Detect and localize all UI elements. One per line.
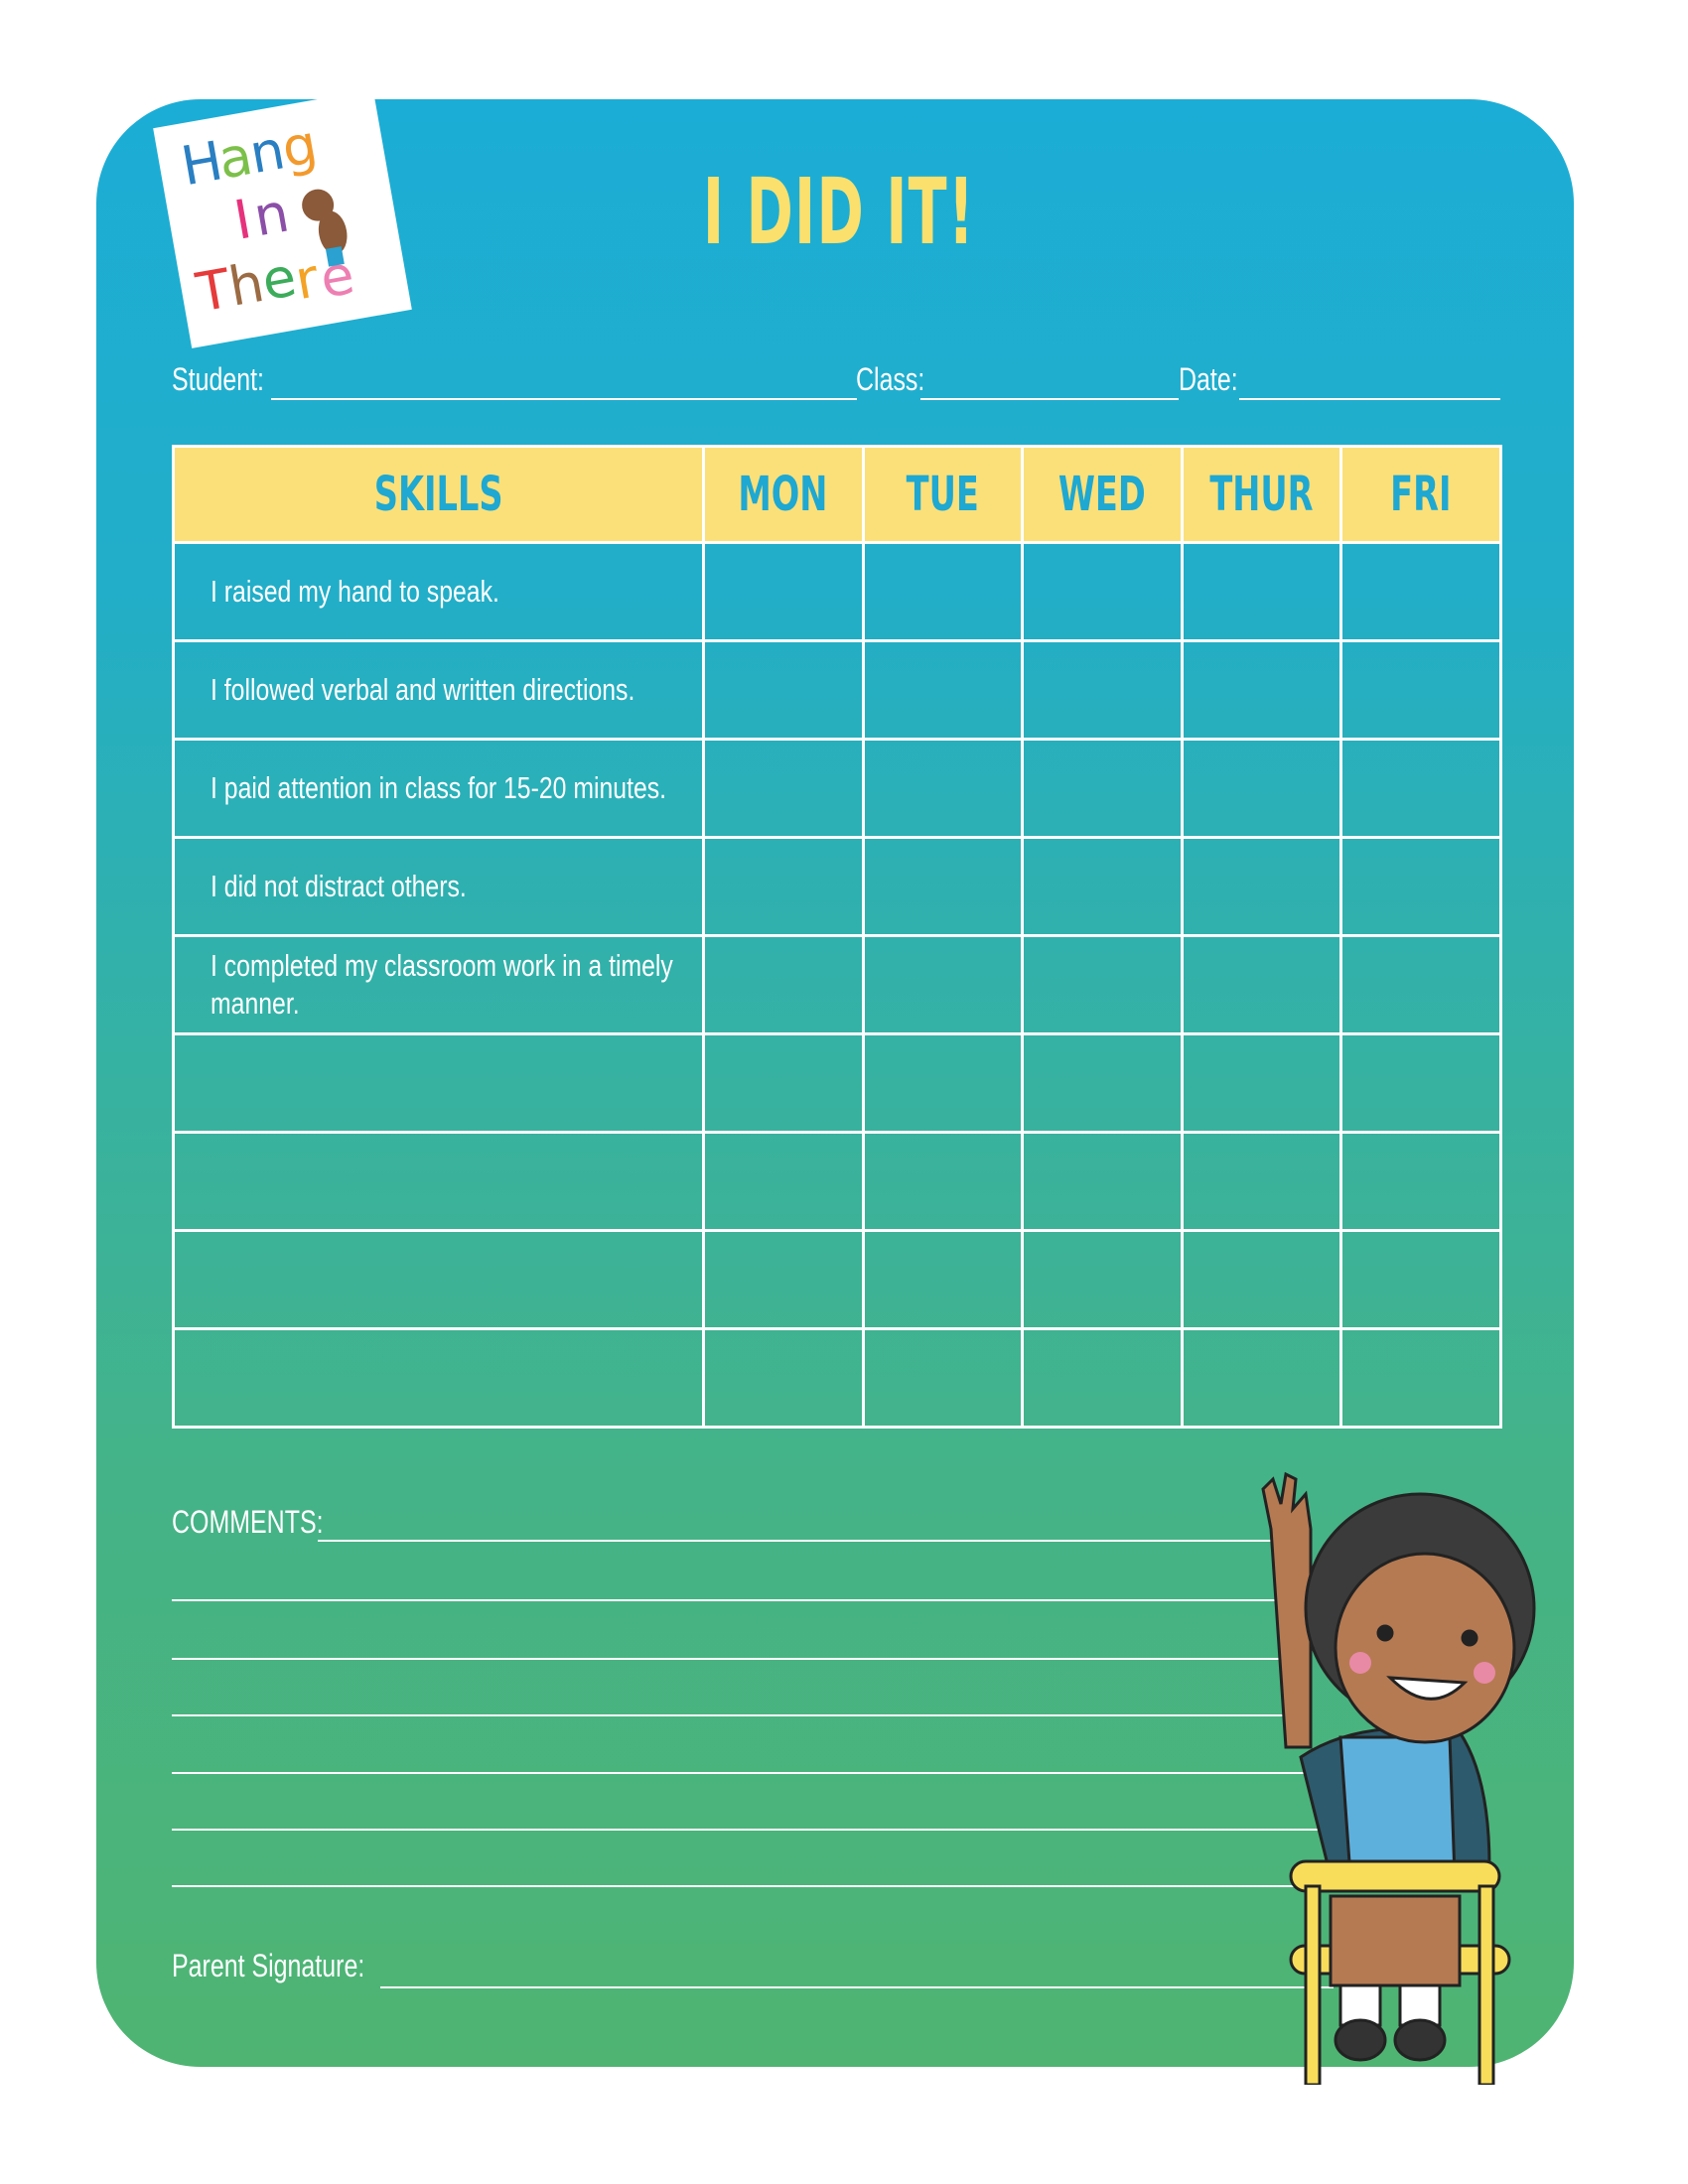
checkbox-cell-tue[interactable] — [861, 836, 1025, 937]
header-wed: WED — [1021, 445, 1184, 544]
skill-text: I did not distract others. — [211, 869, 467, 903]
skill-cell: I did not distract others. — [172, 836, 705, 937]
parent-signature-line[interactable] — [380, 1986, 1334, 1988]
checkbox-cell-wed[interactable] — [1021, 738, 1184, 839]
class-input-line[interactable] — [920, 398, 1179, 400]
comments-line[interactable] — [318, 1540, 1291, 1542]
checkbox-cell-mon[interactable] — [702, 1032, 865, 1134]
checkbox-cell-thur[interactable] — [1180, 639, 1343, 741]
checkbox-cell-tue[interactable] — [861, 1327, 1025, 1429]
checkbox-cell-thur[interactable] — [1180, 1229, 1343, 1330]
date-label: Date: — [1179, 361, 1238, 397]
checkbox-cell-wed[interactable] — [1021, 1032, 1184, 1134]
table-row: I paid attention in class for 15-20 minu… — [172, 738, 1502, 839]
checkbox-cell-tue[interactable] — [861, 1229, 1025, 1330]
checkbox-cell-fri[interactable] — [1339, 541, 1502, 642]
checkbox-cell-wed[interactable] — [1021, 639, 1184, 741]
checkbox-cell-mon[interactable] — [702, 1131, 865, 1232]
checkbox-cell-mon[interactable] — [702, 934, 865, 1035]
student-raising-hand-illustration — [1261, 1471, 1536, 2085]
checkbox-cell-fri[interactable] — [1339, 1229, 1502, 1330]
checkbox-cell-fri[interactable] — [1339, 934, 1502, 1035]
hang-in-there-logo: H a n g I n T h e r e — [153, 89, 412, 348]
checkbox-cell-thur[interactable] — [1180, 1327, 1343, 1429]
checkbox-cell-fri[interactable] — [1339, 738, 1502, 839]
checkbox-cell-tue[interactable] — [861, 1032, 1025, 1134]
date-input-line[interactable] — [1239, 398, 1500, 400]
table-row: I completed my classroom work in a timel… — [172, 934, 1502, 1035]
student-input-line[interactable] — [271, 398, 857, 400]
checkbox-cell-tue[interactable] — [861, 934, 1025, 1035]
skill-cell — [172, 1327, 705, 1429]
student-label: Student: — [172, 361, 264, 397]
comments-line[interactable] — [172, 1829, 1324, 1831]
skill-text: I paid attention in class for 15-20 minu… — [211, 770, 667, 805]
checkbox-cell-thur[interactable] — [1180, 1131, 1343, 1232]
checkbox-cell-fri[interactable] — [1339, 639, 1502, 741]
checkbox-cell-tue[interactable] — [861, 639, 1025, 741]
checkbox-cell-wed[interactable] — [1021, 836, 1184, 937]
checkbox-cell-fri[interactable] — [1339, 1131, 1502, 1232]
header-tue: TUE — [861, 445, 1025, 544]
checkbox-cell-tue[interactable] — [861, 738, 1025, 839]
skill-cell — [172, 1032, 705, 1134]
checkbox-cell-wed[interactable] — [1021, 541, 1184, 642]
bear-icon — [302, 189, 348, 267]
checkbox-cell-fri[interactable] — [1339, 836, 1502, 937]
table-row: I did not distract others. — [172, 836, 1502, 937]
checkbox-cell-thur[interactable] — [1180, 836, 1343, 937]
table-row — [172, 1327, 1502, 1429]
skill-cell — [172, 1131, 705, 1232]
skill-cell: I paid attention in class for 15-20 minu… — [172, 738, 705, 839]
checkbox-cell-thur[interactable] — [1180, 934, 1343, 1035]
checkbox-cell-fri[interactable] — [1339, 1032, 1502, 1134]
header-mon: MON — [702, 445, 865, 544]
comments-line[interactable] — [172, 1714, 1294, 1716]
header-skills: SKILLS — [172, 445, 705, 544]
checkbox-cell-wed[interactable] — [1021, 1327, 1184, 1429]
skill-cell: I raised my hand to speak. — [172, 541, 705, 642]
checkbox-cell-mon[interactable] — [702, 639, 865, 741]
class-label: Class: — [856, 361, 925, 397]
table-row: I followed verbal and written directions… — [172, 639, 1502, 741]
header-fri: FRI — [1339, 445, 1502, 544]
table-row — [172, 1229, 1502, 1330]
comments-line[interactable] — [172, 1599, 1284, 1601]
table-row — [172, 1032, 1502, 1134]
skill-cell: I completed my classroom work in a timel… — [172, 934, 705, 1035]
checkbox-cell-tue[interactable] — [861, 541, 1025, 642]
skills-table: SKILLS MON TUE WED THUR FRI I raised my … — [172, 445, 1502, 1429]
checkbox-cell-mon[interactable] — [702, 1229, 865, 1330]
svg-text:n: n — [249, 181, 294, 248]
checkbox-cell-tue[interactable] — [861, 1131, 1025, 1232]
skill-text: I raised my hand to speak. — [211, 574, 499, 609]
checkbox-cell-thur[interactable] — [1180, 541, 1343, 642]
comments-line[interactable] — [172, 1772, 1314, 1774]
checkbox-cell-mon[interactable] — [702, 1327, 865, 1429]
page-title: I DID IT! — [702, 159, 976, 265]
checkbox-cell-fri[interactable] — [1339, 1327, 1502, 1429]
skill-text: I followed verbal and written directions… — [211, 672, 635, 707]
checkbox-cell-wed[interactable] — [1021, 934, 1184, 1035]
skill-text: I completed my classroom work in a timel… — [211, 948, 673, 1021]
parent-signature-label: Parent Signature: — [172, 1948, 365, 1983]
comments-label: COMMENTS: — [172, 1504, 324, 1540]
comments-line[interactable] — [172, 1885, 1314, 1887]
checkbox-cell-wed[interactable] — [1021, 1131, 1184, 1232]
table-row: I raised my hand to speak. — [172, 541, 1502, 642]
checkbox-cell-thur[interactable] — [1180, 738, 1343, 839]
checkbox-cell-wed[interactable] — [1021, 1229, 1184, 1330]
checkbox-cell-thur[interactable] — [1180, 1032, 1343, 1134]
header-thur: THUR — [1180, 445, 1343, 544]
skill-cell — [172, 1229, 705, 1330]
skill-cell: I followed verbal and written directions… — [172, 639, 705, 741]
comments-line[interactable] — [172, 1658, 1284, 1660]
table-header-row: SKILLS MON TUE WED THUR FRI — [172, 445, 1502, 544]
checkbox-cell-mon[interactable] — [702, 738, 865, 839]
table-row — [172, 1131, 1502, 1232]
